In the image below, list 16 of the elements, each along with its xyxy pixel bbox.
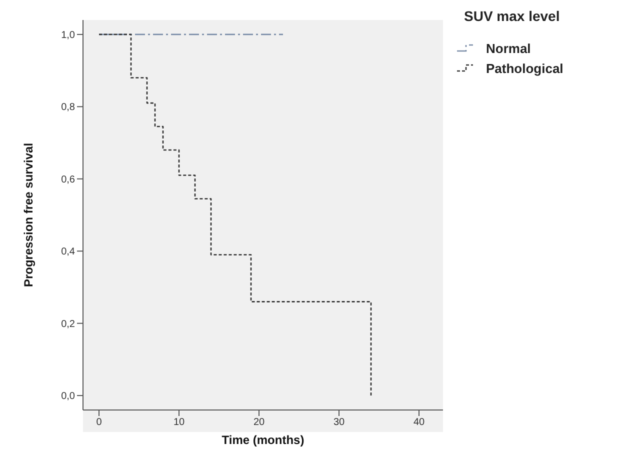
y-tick-label: 1,0 [61, 30, 76, 41]
y-tick-label: 0,4 [61, 246, 76, 258]
legend-label: Pathological [486, 60, 564, 76]
x-tick-label: 30 [333, 417, 345, 428]
y-axis-title: Progression free survival [21, 142, 36, 288]
legend-label: Normal [486, 40, 531, 56]
x-tick-label: 20 [253, 417, 265, 428]
y-tick-label: 0,2 [61, 318, 76, 330]
x-tick-label: 0 [96, 417, 102, 428]
x-tick-label: 40 [413, 417, 425, 428]
legend-title: SUV max level [464, 8, 561, 24]
y-tick-label: 0,6 [61, 174, 76, 186]
x-axis-title: Time (months) [222, 433, 304, 447]
x-tick-label: 10 [173, 417, 185, 428]
y-tick-label: 0,0 [61, 391, 76, 402]
y-tick-label: 0,8 [61, 102, 76, 114]
